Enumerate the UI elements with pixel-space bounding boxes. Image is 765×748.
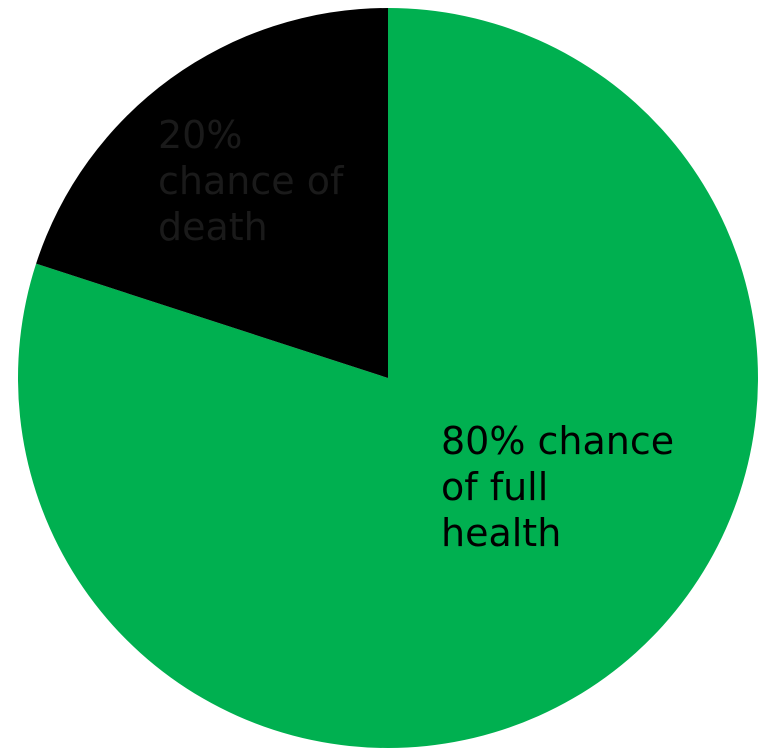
slice-label-line: of full [441, 465, 549, 509]
pie-slice-0 [18, 8, 758, 748]
slice-label-full-health: 80% chance of full health [441, 418, 674, 556]
slice-label-line: death [158, 205, 268, 249]
pie-slice-1 [36, 8, 388, 378]
slice-label-line: 80% chance [441, 419, 675, 463]
slice-label-line: chance of [158, 159, 344, 203]
pie-slices [18, 8, 758, 748]
slice-label-line: health [441, 511, 562, 555]
slice-label-line: 20% [158, 113, 243, 157]
slice-label-death: 20% chance of death [158, 112, 343, 250]
